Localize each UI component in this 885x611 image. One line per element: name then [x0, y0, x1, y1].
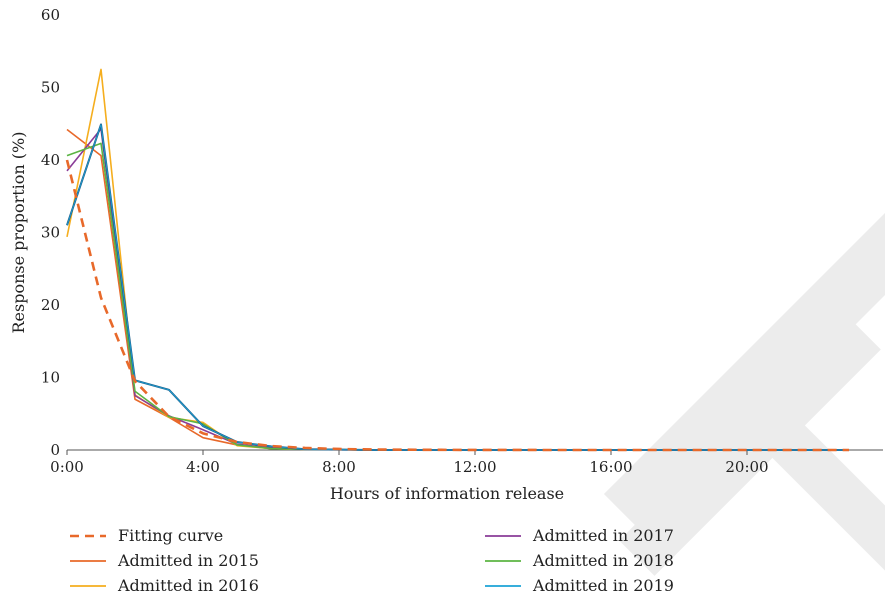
legend-label: Admitted in 2019	[532, 576, 674, 595]
legend-label: Admitted in 2015	[117, 551, 259, 570]
x-tick-label: 20:00	[725, 458, 768, 476]
legend-item: Fitting curve	[70, 526, 223, 545]
legend-item: Admitted in 2018	[485, 551, 674, 570]
y-axis: 0 10 20 30 40 50 60	[41, 6, 60, 459]
series-line-admitted-in-2015	[66, 128, 849, 451]
legend: Fitting curve Admitted in 2015 Admitted in…	[70, 526, 674, 595]
y-axis-title: Response proportion (%)	[9, 132, 28, 334]
legend-item: Admitted in 2016	[70, 576, 259, 595]
series-line-admitted-in-2019	[66, 124, 849, 451]
y-tick-label: 50	[41, 79, 60, 97]
x-tick-label: 8:00	[322, 458, 356, 476]
y-tick-label: 30	[41, 224, 60, 242]
series-line-admitted-in-2016	[66, 68, 849, 451]
series-layer	[65, 68, 849, 452]
legend-label: Admitted in 2018	[532, 551, 674, 570]
y-tick-label: 40	[41, 151, 60, 169]
y-tick-label: 60	[41, 6, 60, 24]
series-line-admitted-2019-outline	[66, 123, 849, 451]
x-tick-label: 4:00	[186, 458, 220, 476]
series-line-admitted-in-2018	[66, 142, 849, 451]
y-tick-label: 10	[41, 369, 60, 387]
y-tick-label: 0	[50, 441, 60, 459]
y-tick-label: 20	[41, 296, 60, 314]
legend-item: Admitted in 2019	[485, 576, 674, 595]
series-line-fitting-curve	[65, 159, 849, 452]
legend-label: Admitted in 2017	[532, 526, 674, 545]
series-line-admitted-in-2017	[66, 128, 849, 451]
legend-item: Admitted in 2015	[70, 551, 259, 570]
x-axis: 0:00 4:00 8:00 12:00 16:00 20:00	[50, 450, 769, 476]
x-tick-label: 0:00	[50, 458, 84, 476]
x-axis-title: Hours of information release	[330, 484, 564, 503]
legend-label: Admitted in 2016	[117, 576, 259, 595]
legend-label: Fitting curve	[118, 526, 223, 545]
x-tick-label: 12:00	[453, 458, 496, 476]
x-tick-label: 16:00	[589, 458, 632, 476]
legend-item: Admitted in 2017	[485, 526, 674, 545]
